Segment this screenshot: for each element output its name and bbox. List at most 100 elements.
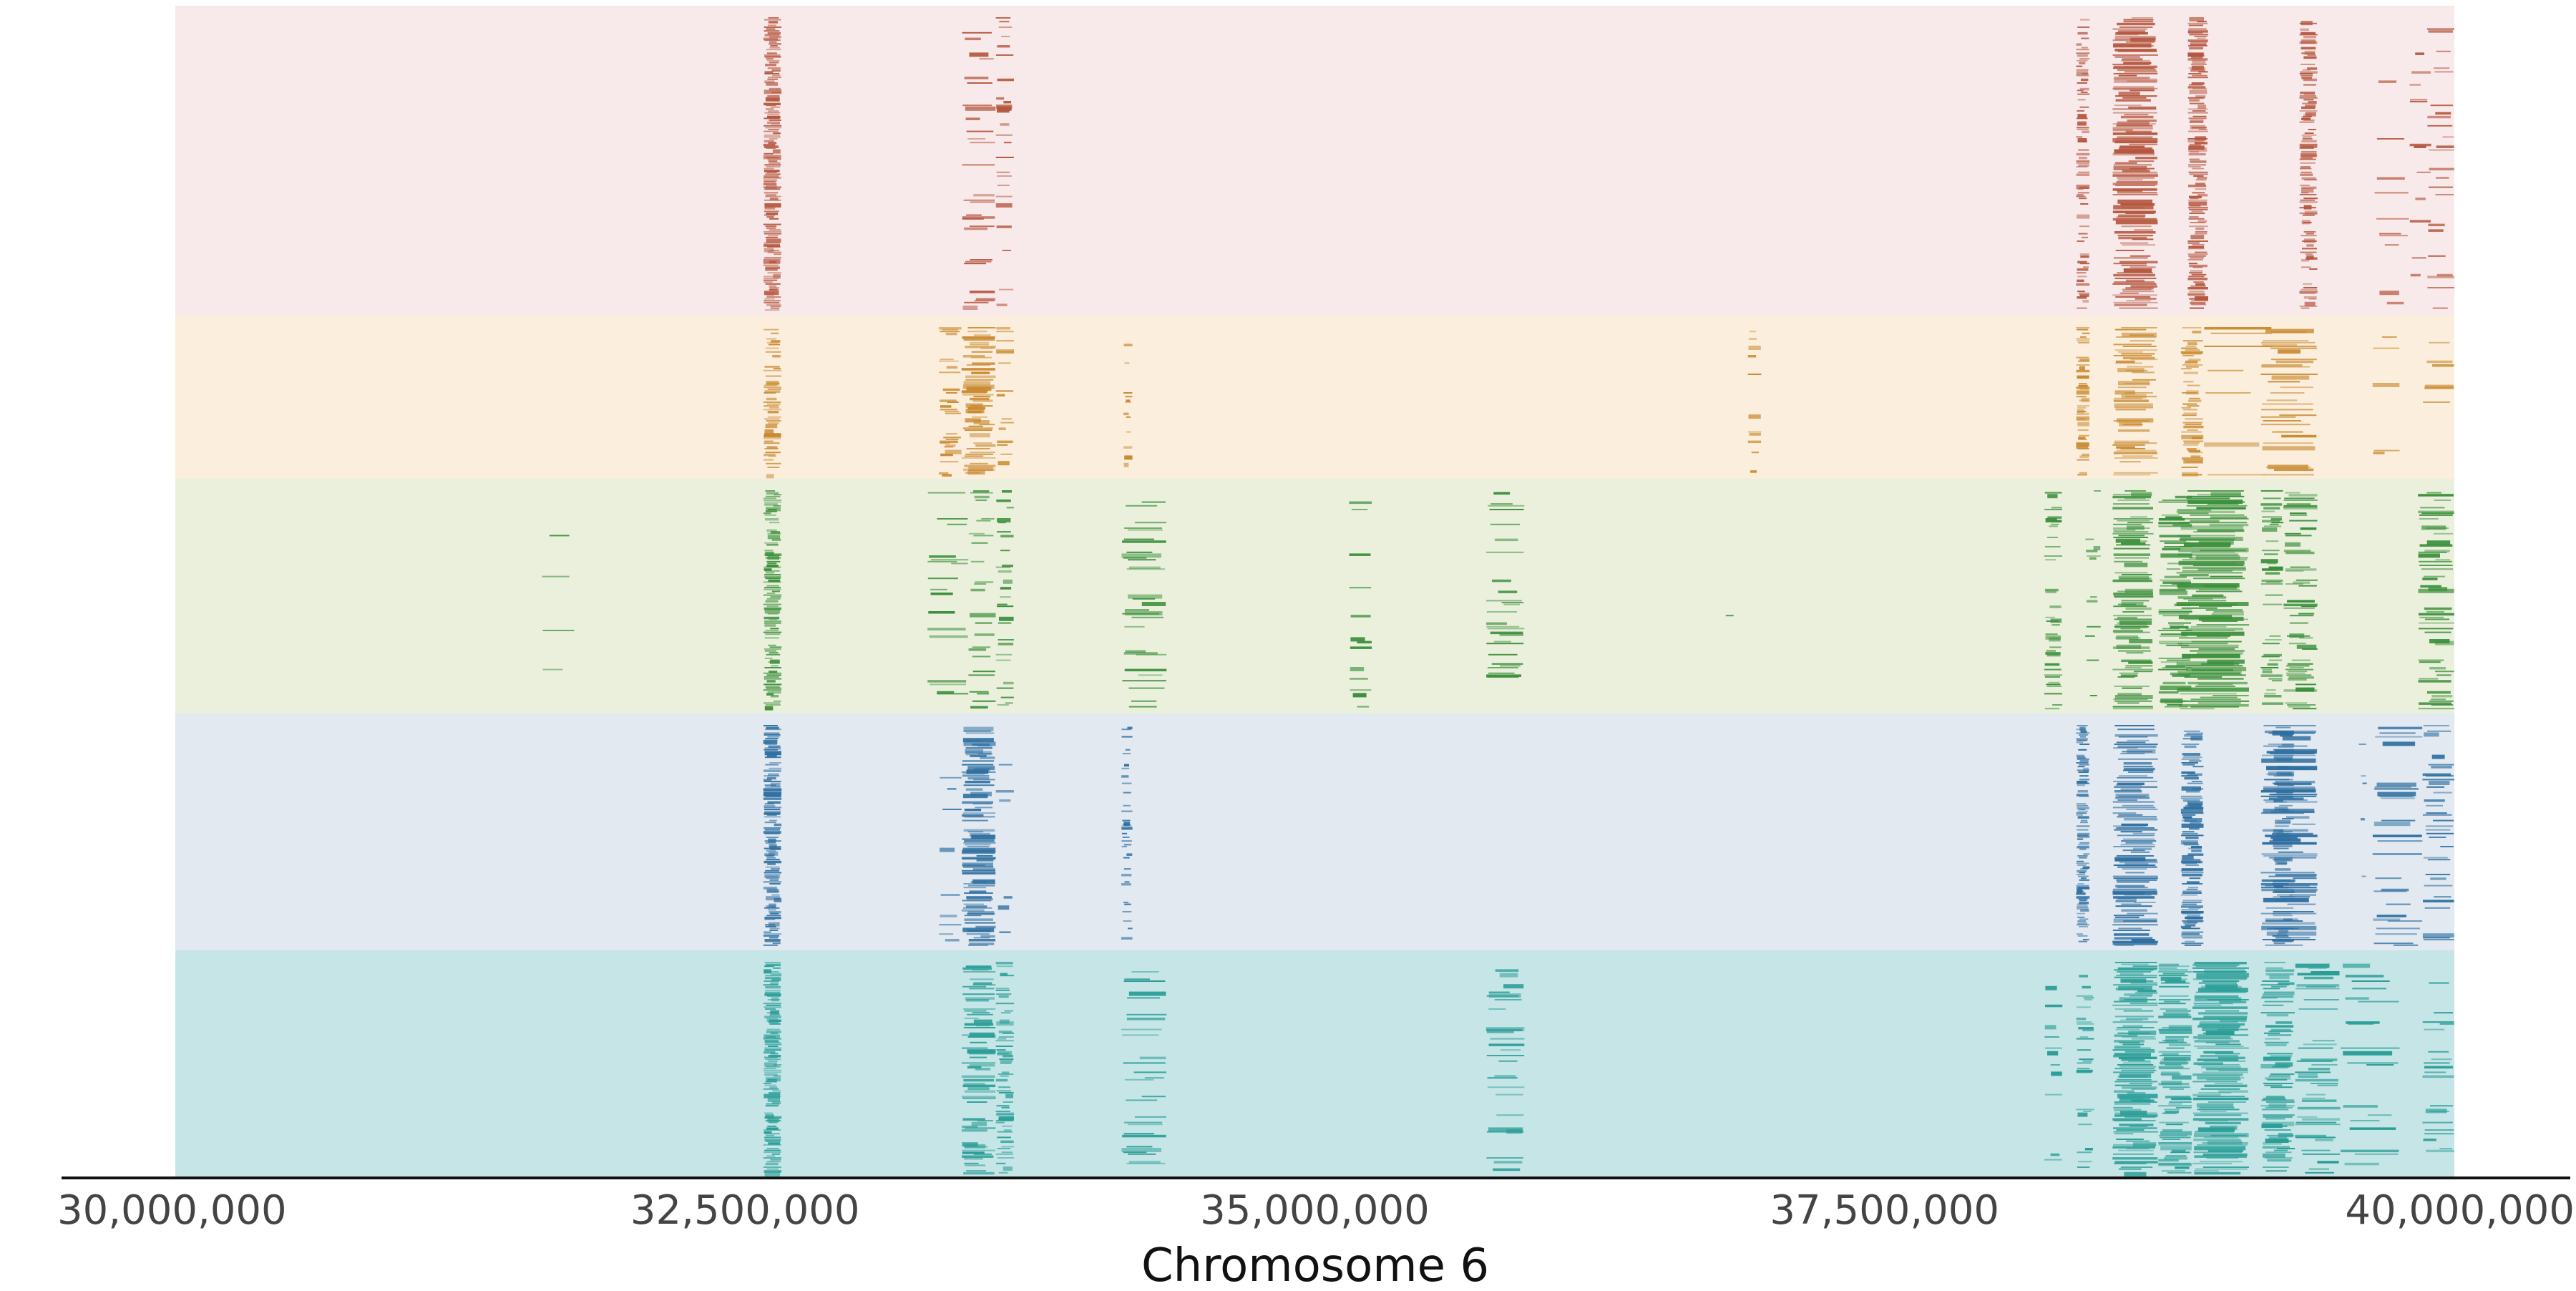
variant-mark (2192, 167, 2205, 170)
variant-mark (2373, 822, 2411, 827)
variant-mark (2077, 834, 2088, 837)
variant-mark (2112, 527, 2150, 529)
variant-mark (2087, 625, 2101, 628)
variant-mark (2263, 525, 2282, 527)
variant-mark (2260, 490, 2283, 492)
variant-mark (1122, 911, 1132, 912)
variant-mark (2442, 136, 2454, 138)
variant-mark (2076, 160, 2090, 162)
variant-mark (1003, 1129, 1012, 1132)
variant-mark (763, 405, 779, 407)
variant-mark (2193, 281, 2204, 283)
variant-mark (2180, 809, 2203, 813)
variant-mark (2299, 34, 2318, 36)
variant-mark (765, 866, 780, 868)
variant-mark (768, 644, 776, 646)
variant-mark (1489, 509, 1524, 510)
variant-mark (2112, 1146, 2155, 1149)
variant-mark (2076, 117, 2088, 120)
variant-mark (2283, 500, 2318, 501)
variant-mark (763, 594, 782, 596)
variant-mark (2124, 71, 2157, 73)
variant-mark (2045, 985, 2057, 990)
variant-mark (2159, 1062, 2189, 1064)
variant-mark (2119, 973, 2144, 976)
variant-mark (2261, 579, 2283, 583)
variant-mark (975, 622, 992, 624)
variant-mark (1123, 538, 1154, 540)
variant-mark (2280, 773, 2293, 775)
variant-mark (1490, 631, 1523, 635)
variant-mark (2188, 166, 2201, 167)
variant-mark (945, 392, 957, 394)
variant-mark (2112, 807, 2156, 809)
variant-mark (2182, 653, 2240, 658)
variant-mark (2274, 782, 2312, 786)
variant-mark (2263, 1083, 2293, 1084)
variant-mark (2077, 406, 2087, 409)
variant-mark (2265, 907, 2294, 909)
variant-mark (763, 1003, 781, 1005)
variant-mark (2260, 503, 2283, 506)
variant-mark (2273, 915, 2293, 917)
variant-mark (2158, 518, 2185, 521)
variant-mark (2195, 1168, 2248, 1170)
variant-mark (2190, 625, 2227, 628)
variant-mark (2271, 522, 2284, 524)
variant-mark (770, 628, 779, 630)
variant-mark (2422, 578, 2438, 580)
variant-mark (2260, 912, 2317, 915)
variant-mark (2077, 907, 2089, 910)
variant-mark (2079, 399, 2089, 401)
variant-mark (2080, 203, 2089, 205)
variant-mark (2423, 900, 2454, 902)
variant-mark (2299, 147, 2314, 149)
variant-mark (2160, 633, 2189, 635)
variant-mark (2301, 134, 2317, 136)
variant-mark (2126, 809, 2158, 810)
variant-mark (1121, 883, 1131, 886)
variant-mark (969, 988, 995, 990)
variant-mark (2172, 674, 2190, 677)
variant-mark (2188, 276, 2205, 278)
variant-mark (2262, 980, 2290, 982)
variant-mark (2114, 937, 2153, 940)
variant-mark (2193, 1151, 2242, 1154)
variant-mark (2124, 396, 2157, 398)
variant-mark (2261, 853, 2318, 855)
variant-mark (963, 1078, 994, 1082)
variant-mark (974, 633, 995, 636)
variant-mark (2076, 327, 2090, 328)
variant-mark (764, 553, 782, 556)
variant-mark (542, 668, 563, 671)
variant-mark (2308, 967, 2327, 969)
variant-mark (2273, 801, 2287, 803)
variant-mark (764, 80, 775, 83)
variant-mark (2416, 171, 2431, 173)
variant-mark (2427, 287, 2454, 288)
variant-mark (2299, 306, 2318, 307)
variant-mark (2115, 409, 2146, 411)
variant-mark (964, 1157, 983, 1160)
variant-mark (2112, 1049, 2155, 1051)
variant-mark (2116, 741, 2146, 744)
variant-mark (2266, 1101, 2295, 1103)
variant-mark (764, 1084, 776, 1086)
variant-mark (1128, 1161, 1161, 1164)
variant-mark (2295, 1078, 2338, 1082)
variant-mark (1124, 978, 1150, 980)
variant-mark (763, 779, 772, 781)
variant-mark (2306, 257, 2318, 260)
variant-mark (2119, 672, 2139, 674)
variant-mark (2182, 937, 2203, 939)
variant-mark (769, 927, 780, 930)
variant-mark (2187, 782, 2203, 784)
variant-mark (763, 182, 777, 185)
variant-mark (2189, 173, 2208, 175)
variant-mark (2300, 166, 2311, 169)
variant-mark (977, 745, 992, 747)
variant-mark (765, 1058, 781, 1061)
variant-mark (763, 1038, 781, 1040)
variant-mark (2280, 386, 2313, 389)
variant-mark (2192, 766, 2204, 768)
